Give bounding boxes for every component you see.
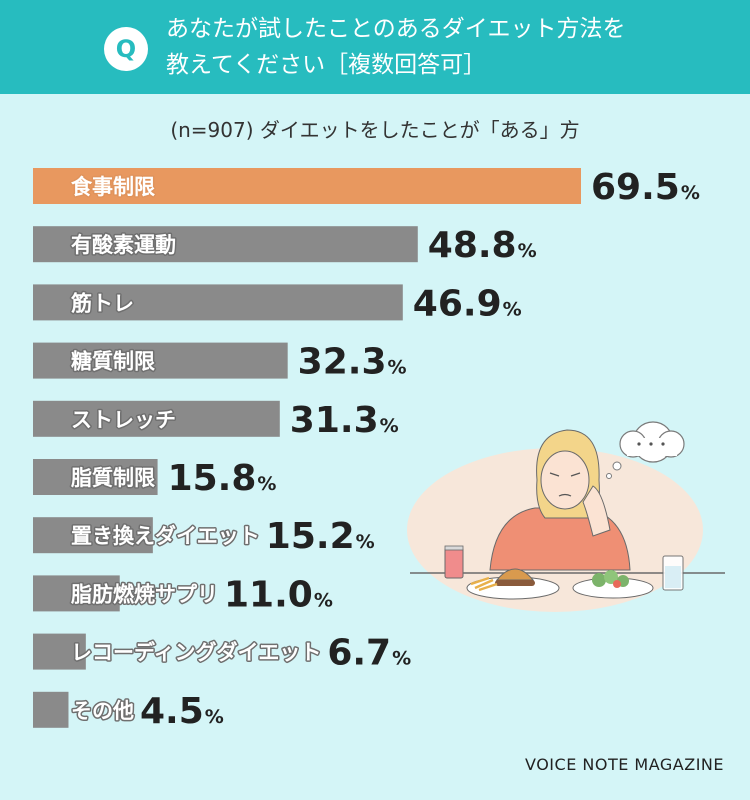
value-number-3: 32.3	[298, 342, 387, 383]
value-unit-3: %	[388, 357, 407, 379]
woman-dieting-illustration	[407, 421, 725, 612]
bar-label-7: 脂肪燃焼サプリ	[71, 582, 218, 606]
value-label-2: 46.9%	[413, 283, 522, 324]
bar-4	[33, 400, 280, 437]
question-line-1: あなたが試したことのあるダイエット方法を	[166, 16, 626, 42]
value-label-5: 15.8%	[168, 458, 277, 499]
value-number-0: 69.5	[591, 167, 680, 208]
bar-2	[33, 284, 403, 321]
value-number-5: 15.8	[168, 458, 257, 499]
bar-5	[33, 459, 158, 495]
value-number-9: 4.5	[140, 691, 204, 732]
bar-7	[33, 575, 120, 612]
bar-1	[33, 226, 418, 263]
bar-label-8: レコーディングダイエット	[71, 641, 321, 665]
value-label-4: 31.3%	[290, 400, 399, 441]
q-icon: Q	[104, 27, 148, 71]
bar-label-4: ストレッチ	[71, 408, 176, 432]
value-unit-5: %	[257, 473, 276, 495]
bar-label-2: 筋トレ	[70, 291, 134, 315]
value-label-9: 4.5%	[140, 691, 224, 732]
value-label-8: 6.7%	[327, 633, 411, 674]
brand-name: VOICE NOTE MAGAZINE	[525, 755, 724, 774]
bar-3	[33, 342, 288, 379]
value-number-8: 6.7	[327, 633, 391, 674]
sample-subtitle: (n=907) ダイエットをしたことが「ある」方	[170, 118, 580, 142]
question-text: あなたが試したことのあるダイエット方法を 教えてください［複数回答可］	[166, 11, 726, 83]
question-header: Q あなたが試したことのあるダイエット方法を 教えてください［複数回答可］	[0, 0, 750, 94]
value-number-1: 48.8	[428, 225, 517, 266]
value-number-4: 31.3	[290, 400, 379, 441]
value-label-7: 11.0%	[224, 574, 333, 615]
value-unit-8: %	[392, 648, 411, 670]
bar-label-6: 置き換えダイエット	[71, 524, 260, 548]
bar-6	[33, 517, 153, 554]
bar-label-1: 有酸素運動	[71, 233, 176, 257]
value-unit-7: %	[314, 589, 333, 611]
bar-label-5: 脂質制限	[71, 466, 155, 490]
bar-label-0: 食事制限	[71, 175, 155, 199]
value-label-6: 15.2%	[266, 516, 375, 557]
value-unit-9: %	[205, 706, 224, 728]
question-line-2: 教えてください［複数回答可］	[166, 52, 487, 78]
value-label-0: 69.5%	[591, 167, 700, 208]
value-label-1: 48.8%	[428, 225, 537, 266]
value-number-7: 11.0	[224, 574, 313, 615]
value-label-3: 32.3%	[298, 342, 407, 383]
bar-label-3: 糖質制限	[71, 350, 155, 374]
value-unit-2: %	[503, 298, 522, 320]
bar-8	[33, 633, 86, 670]
value-unit-0: %	[681, 182, 700, 204]
bar-0	[33, 168, 581, 204]
bar-9	[33, 691, 69, 728]
value-unit-6: %	[356, 531, 375, 553]
value-number-6: 15.2	[266, 516, 355, 557]
value-number-2: 46.9	[413, 283, 502, 324]
bar-label-9: その他	[71, 699, 134, 723]
value-unit-4: %	[380, 415, 399, 437]
value-unit-1: %	[518, 240, 537, 262]
